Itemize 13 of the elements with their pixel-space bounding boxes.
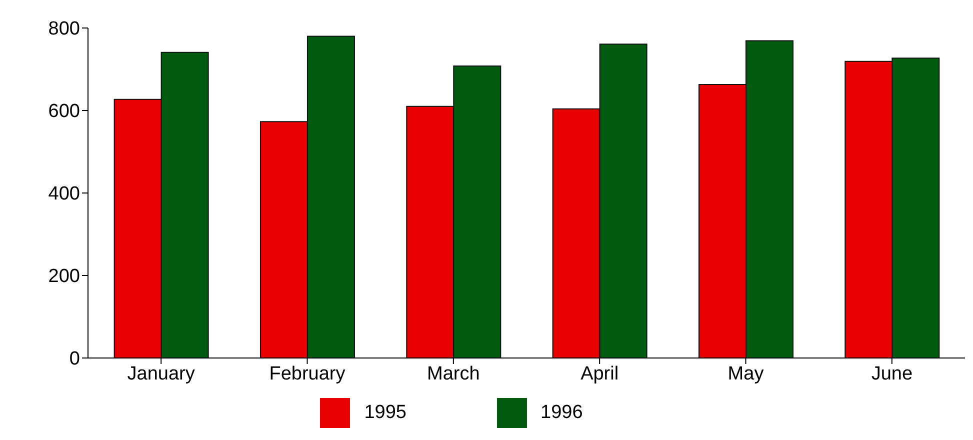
- y-tick-label: 400: [48, 184, 80, 205]
- x-tick-label: February: [269, 363, 346, 384]
- x-tick-label: June: [871, 363, 913, 384]
- x-tick-label: May: [728, 363, 764, 384]
- x-tick-label: January: [127, 363, 196, 384]
- y-tick-label: 200: [48, 266, 80, 288]
- x-tick-label: April: [580, 363, 619, 384]
- y-tick-label: 800: [48, 18, 80, 40]
- x-tick-label: March: [427, 363, 480, 384]
- y-tick-label: 0: [69, 348, 80, 370]
- legend-label: 1996: [540, 402, 583, 424]
- y-tick-label: 600: [48, 101, 80, 122]
- legend-label: 1995: [364, 402, 406, 424]
